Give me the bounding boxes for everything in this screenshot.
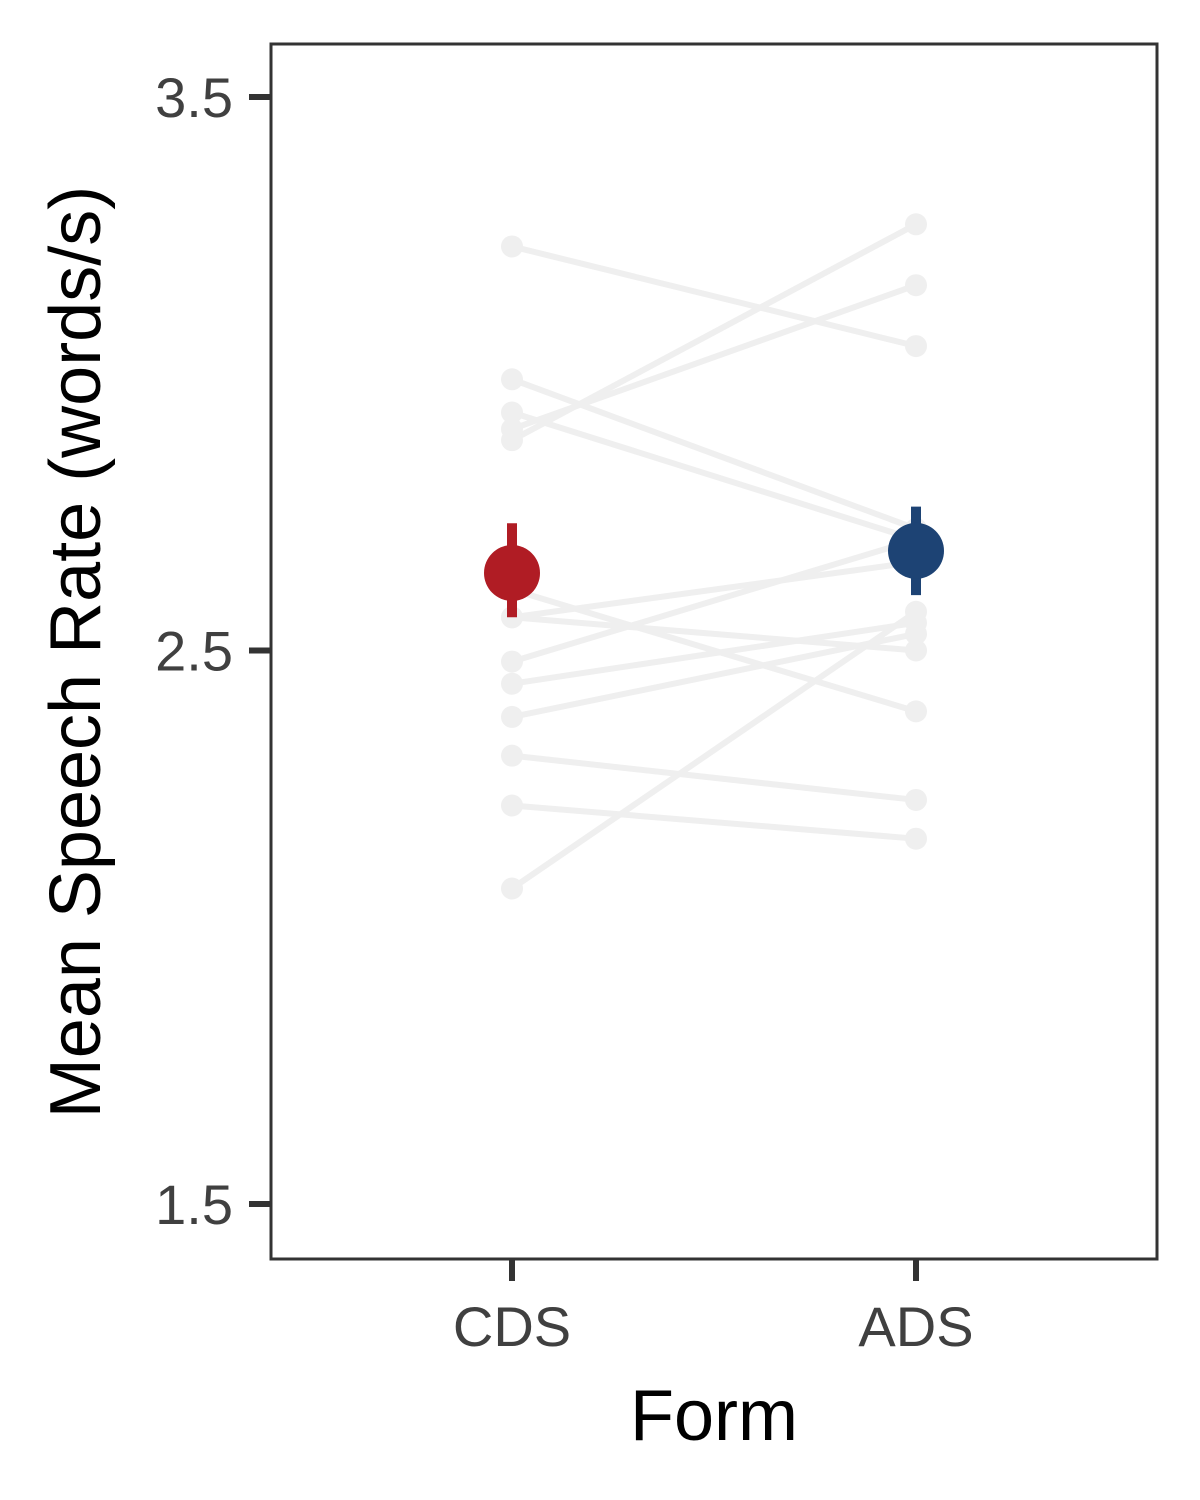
x-axis-title: Form [630,1376,798,1456]
x-tick-label-cds: CDS [453,1295,571,1358]
x-axis: CDS ADS [453,1259,974,1358]
participant-line-13 [509,802,919,842]
x-tick-label-ads: ADS [858,1295,973,1358]
participant-point-ads-14 [905,600,927,623]
mean-points [484,506,944,618]
participant-point-ads-1 [905,335,927,358]
participant-point-cds-3 [501,401,523,424]
participant-point-ads-8 [905,639,927,662]
participant-line-3 [509,409,919,543]
participant-point-cds-10 [501,672,523,695]
participant-point-cds-2 [501,368,523,391]
participant-point-ads-13 [905,827,927,850]
participant-point-ads-6 [905,700,927,723]
y-tick-label: 1.5 [155,1173,233,1236]
participant-line-1 [509,243,919,350]
participant-point-cds-5 [501,429,523,452]
participant-point-ads-12 [905,788,927,811]
y-tick-label: 3.5 [155,66,233,129]
participant-line-14 [509,608,919,892]
mean-point-cds [484,545,540,602]
participant-point-ads-11 [905,622,927,645]
participant-point-cds-13 [501,794,523,817]
y-axis-title: Mean Speech Rate (words/s) [36,186,116,1118]
participant-point-cds-1 [501,235,523,258]
participant-line-10 [509,619,919,687]
participant-point-ads-5 [905,213,927,236]
participant-point-cds-11 [501,705,523,728]
participant-line-5 [509,221,919,444]
participant-point-cds-14 [501,877,523,900]
participant-line-11 [509,630,919,720]
mean-point-ads [888,522,944,579]
participant-point-ads-4 [905,274,927,297]
participant-line-7 [509,558,919,621]
y-tick-label: 2.5 [155,620,233,683]
participant-point-cds-9 [501,650,523,673]
y-axis: 1.5 2.5 3.5 [155,66,271,1236]
participant-point-cds-12 [501,744,523,767]
participant-line-12 [509,752,919,803]
participant-line-9 [509,536,919,665]
participant-lines [501,213,927,900]
